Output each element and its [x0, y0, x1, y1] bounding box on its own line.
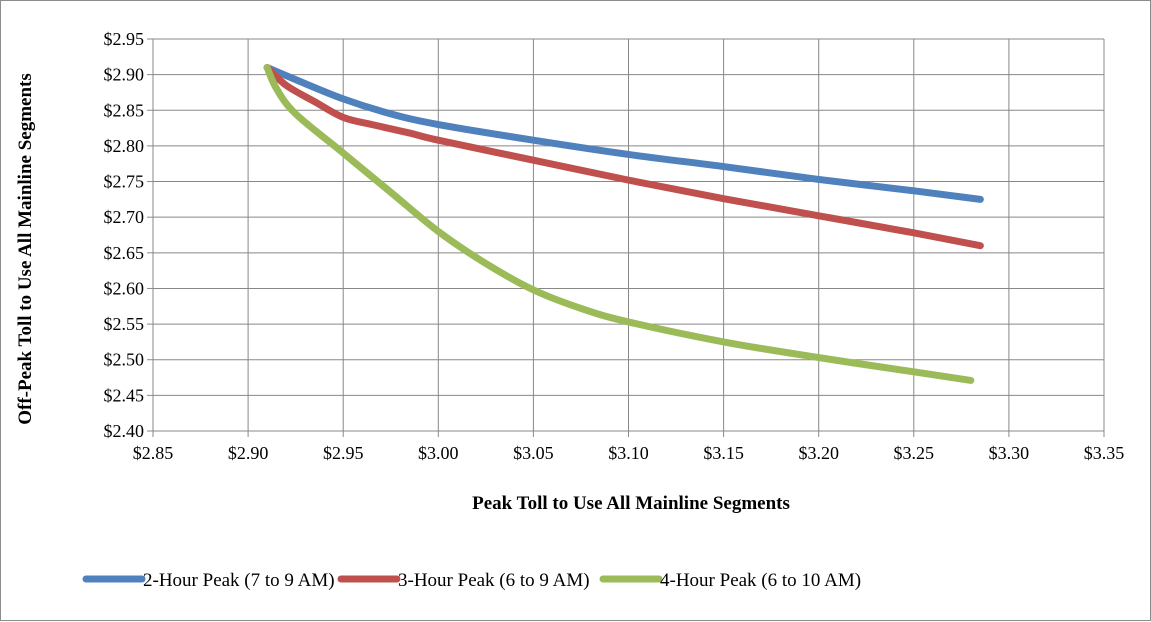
x-tick-label: $3.15 — [703, 443, 744, 463]
y-tick-label: $2.95 — [104, 29, 145, 49]
x-tick-label: $2.95 — [323, 443, 364, 463]
x-tick-label: $2.85 — [133, 443, 174, 463]
legend-item-2: 3-Hour Peak (6 to 9 AM) — [337, 570, 590, 591]
y-axis-ticks: $2.40 $2.45 $2.50 $2.55 $2.60 $2.65 $2.70 $2.75… — [104, 29, 153, 441]
x-tick-label: $3.25 — [894, 443, 935, 463]
series-line-2 — [263, 64, 984, 250]
x-tick-label: $3.35 — [1084, 443, 1125, 463]
y-tick-label: $2.65 — [104, 243, 145, 263]
x-tick-label: $3.05 — [513, 443, 554, 463]
y-tick-label: $2.75 — [104, 172, 145, 192]
y-tick-label: $2.45 — [104, 385, 145, 405]
x-tick-label: $3.30 — [989, 443, 1030, 463]
x-axis-title: Peak Toll to Use All Mainline Segments — [472, 493, 790, 514]
series-line-1 — [263, 64, 984, 203]
y-tick-label: $2.40 — [104, 421, 145, 441]
y-tick-label: $2.55 — [104, 314, 145, 334]
series-lines — [263, 64, 984, 384]
y-tick-label: $2.85 — [104, 100, 145, 120]
y-tick-label: $2.50 — [104, 350, 145, 370]
y-tick-label: $2.60 — [104, 278, 145, 298]
legend-label: 3-Hour Peak (6 to 9 AM) — [398, 570, 590, 591]
legend: 2-Hour Peak (7 to 9 AM) 3-Hour Peak (6 to… — [82, 570, 861, 591]
y-tick-label: $2.70 — [104, 207, 145, 227]
series-line-3 — [263, 64, 975, 384]
x-tick-label: $2.90 — [228, 443, 269, 463]
x-axis-ticks: $2.85 $2.90 $2.95 $3.00 $3.05 $3.10 $3.15 $3.20… — [133, 431, 1125, 463]
x-tick-label: $3.20 — [798, 443, 839, 463]
x-tick-label: $3.00 — [418, 443, 459, 463]
legend-label: 4-Hour Peak (6 to 10 AM) — [660, 570, 861, 591]
legend-label: 2-Hour Peak (7 to 9 AM) — [143, 570, 335, 591]
legend-item-1: 2-Hour Peak (7 to 9 AM) — [82, 570, 335, 591]
y-axis-title: Off-Peak Toll to Use All Mainline Segmen… — [15, 73, 36, 425]
legend-item-3: 4-Hour Peak (6 to 10 AM) — [599, 570, 861, 591]
grid — [152, 38, 1105, 432]
x-tick-label: $3.10 — [608, 443, 649, 463]
y-tick-label: $2.80 — [104, 136, 145, 156]
y-tick-label: $2.90 — [104, 65, 145, 85]
